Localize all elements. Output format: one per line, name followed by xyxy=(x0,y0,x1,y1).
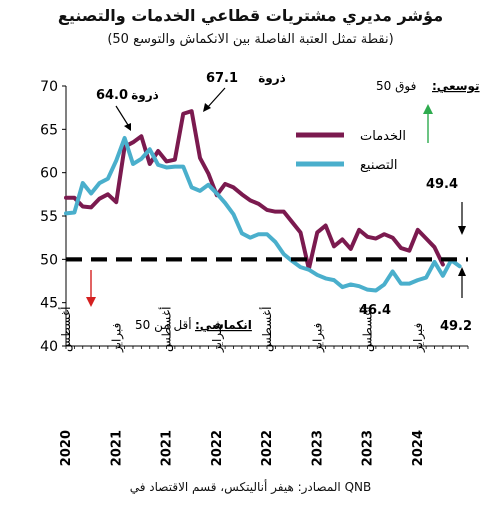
y-tick-label: 40 xyxy=(40,339,58,355)
peak-manufacturing-value: 64.0 xyxy=(96,88,128,103)
peak-manufacturing-label: ذروة xyxy=(131,88,159,103)
legend-label-services: الخدمات xyxy=(360,129,406,144)
last-services-value: 49.4 xyxy=(426,177,458,192)
source-note: المصادر: هيفر أناليتكس، قسم الاقتصاد في … xyxy=(129,480,372,494)
x-tick-group: فبراير 2022 xyxy=(210,323,225,466)
x-tick-label: فبراير xyxy=(109,323,124,353)
down-arrow-head xyxy=(86,297,96,307)
x-tick-group: أغسطس 2023 xyxy=(360,307,376,467)
x-tick-label: أغسطس xyxy=(360,307,376,352)
y-tick-label: 65 xyxy=(40,122,58,138)
series-line-manufacturing xyxy=(64,136,462,293)
x-year-label: 2024 xyxy=(411,430,426,466)
x-tick-group: أغسطس 2022 xyxy=(259,307,275,467)
expansion-label: توسعي: xyxy=(432,79,480,94)
peak-services-arrow xyxy=(206,87,226,109)
x-year-label: 2021 xyxy=(109,430,124,466)
y-tick-label: 50 xyxy=(40,252,58,268)
last-services-arrow-head xyxy=(458,226,466,235)
x-year-label: 2022 xyxy=(210,430,225,466)
x-year-label: 2022 xyxy=(260,430,275,466)
peak-services-value: 67.1 xyxy=(206,71,238,86)
x-tick-group: أغسطس 2021 xyxy=(159,307,175,467)
min-manufacturing-value: 46.4 xyxy=(359,303,391,318)
x-tick-label: أغسطس xyxy=(259,307,275,352)
x-tick-group: فبراير 2021 xyxy=(109,323,124,466)
x-tick-group: فبراير 2023 xyxy=(310,323,325,466)
chart-subtitle: (50 نقطة تمثل العتبة الفاصلة بين الانكما… xyxy=(107,32,394,47)
x-tick-label: فبراير xyxy=(411,323,426,353)
y-tick-label: 45 xyxy=(40,296,58,312)
x-year-label: 2023 xyxy=(310,430,325,466)
peak-manufacturing-arrow xyxy=(115,105,129,126)
x-tick-group: أغسطس 2020 xyxy=(58,307,74,467)
x-tick-label: فبراير xyxy=(310,323,325,353)
x-tick-label: أغسطس xyxy=(159,307,175,352)
x-tick-group: فبراير 2024 xyxy=(411,323,426,466)
peak-services-arrow-head xyxy=(203,103,211,112)
annotation-layer: الخدمات التصنيع توسعي: فوق 50 انكماشي: أ… xyxy=(86,71,480,334)
expansion-text: فوق 50 xyxy=(376,79,416,94)
peak-services-label: ذروة xyxy=(258,71,286,86)
x-year-label: 2020 xyxy=(59,430,74,466)
peak-manufacturing-arrow-head xyxy=(124,123,131,131)
last-manufacturing-value: 49.2 xyxy=(440,319,472,334)
y-tick-label: 55 xyxy=(40,209,58,225)
y-tick-label: 60 xyxy=(40,166,58,182)
legend-label-manufacturing: التصنيع xyxy=(360,158,398,173)
series-layer xyxy=(64,109,468,293)
chart-title: مؤشر مديري مشتريات قطاعي الخدمات والتصني… xyxy=(57,6,444,25)
x-tick-label: فبراير xyxy=(210,323,225,353)
last-manufacturing-arrow-head xyxy=(458,267,466,276)
contraction-label: انكماشي: xyxy=(195,318,252,332)
y-tick-label: 70 xyxy=(40,79,58,95)
x-tick-label: أغسطس xyxy=(58,307,74,352)
contraction-text: أقل من 50 xyxy=(135,317,192,333)
x-year-label: 2021 xyxy=(160,430,175,466)
x-year-label: 2023 xyxy=(361,430,376,466)
up-arrow-head xyxy=(423,104,433,114)
